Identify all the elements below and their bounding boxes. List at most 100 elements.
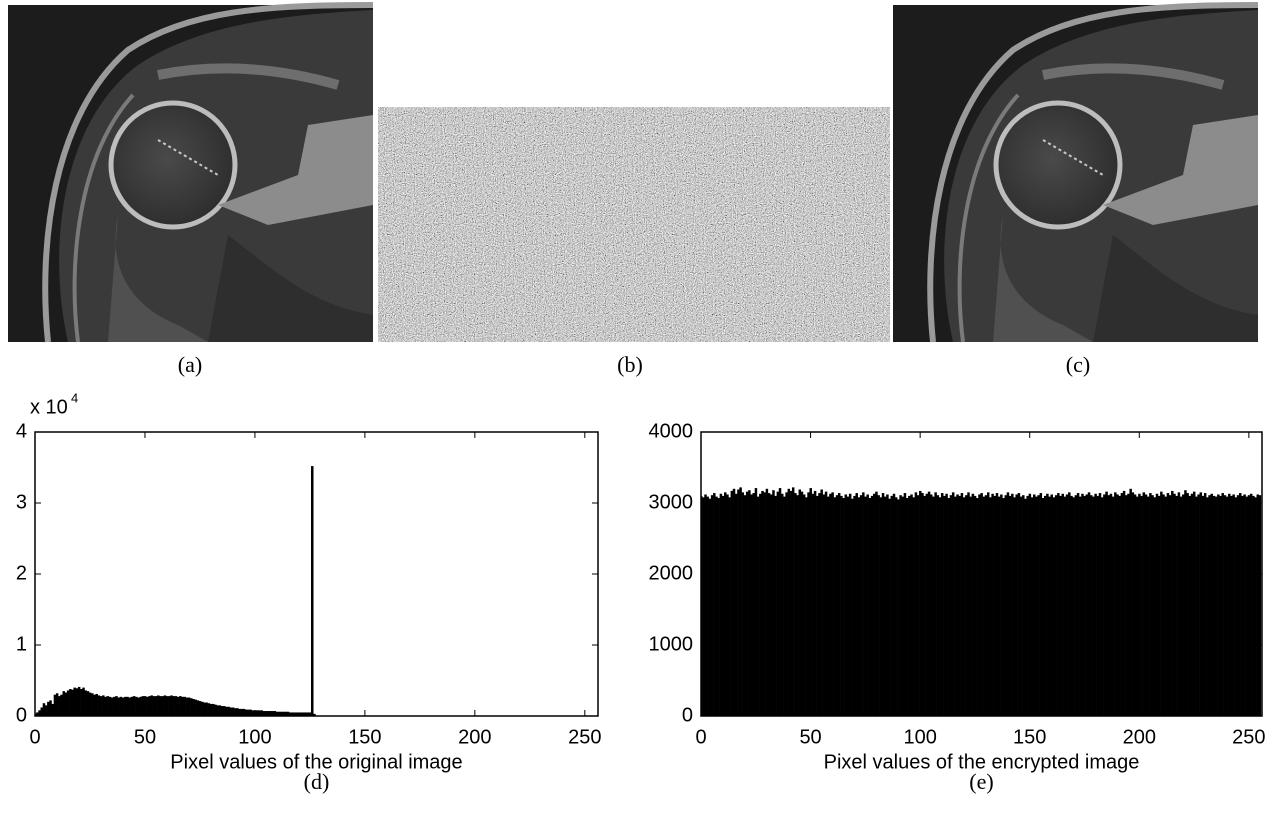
bar — [844, 494, 848, 716]
bar — [1177, 492, 1181, 716]
bar — [1241, 495, 1244, 716]
bar — [1050, 494, 1054, 716]
bar — [1006, 492, 1010, 716]
bar — [706, 496, 709, 716]
bar — [1258, 495, 1262, 716]
bar — [717, 498, 720, 716]
bar — [1184, 490, 1187, 716]
bar — [1048, 496, 1051, 716]
bar — [62, 691, 65, 716]
bar — [940, 493, 944, 716]
bar — [993, 495, 997, 716]
bar — [1059, 495, 1062, 716]
x-axis-label: Pixel values of the encrypted image — [824, 751, 1140, 773]
y-tick-label: 4 — [16, 420, 27, 442]
x-tick-label: 200 — [458, 726, 491, 748]
bar — [840, 495, 843, 716]
bar — [805, 497, 808, 716]
bar — [862, 492, 865, 716]
bar — [73, 687, 76, 716]
bar — [780, 493, 784, 716]
encrypted-image — [378, 107, 890, 342]
x-tick-label: 0 — [29, 726, 40, 748]
bar — [300, 712, 303, 716]
bar — [774, 495, 777, 716]
bar — [1149, 493, 1152, 716]
bar — [859, 495, 863, 716]
bar — [1171, 490, 1174, 716]
bar — [1070, 495, 1073, 716]
bar — [165, 696, 169, 716]
bar — [798, 489, 802, 716]
bar — [152, 696, 156, 716]
bar — [995, 493, 999, 716]
bar — [989, 497, 992, 716]
chart: 0 50 100 150 200 250 0 1000 2000 3000 4000 Pixel va… — [649, 420, 1266, 794]
bar — [1098, 493, 1102, 716]
bar — [236, 708, 239, 716]
bar — [269, 711, 272, 716]
bar — [135, 696, 138, 716]
bar — [115, 696, 118, 716]
bar — [778, 488, 782, 716]
bar — [58, 696, 61, 716]
bar — [1061, 493, 1064, 716]
bar — [1032, 494, 1036, 716]
bar — [1210, 493, 1213, 716]
bar — [719, 493, 723, 716]
bar — [1083, 495, 1086, 716]
bar — [1166, 493, 1170, 716]
bar — [139, 696, 142, 716]
bar — [976, 498, 979, 716]
bar — [857, 497, 861, 716]
bar — [827, 496, 830, 716]
bar — [1111, 496, 1115, 716]
y-tick-label: 0 — [16, 704, 27, 726]
bar — [194, 699, 197, 716]
bar — [1153, 497, 1157, 716]
y-tick-label: 3 — [16, 491, 27, 513]
panel-label: (d) — [304, 769, 330, 794]
bar — [1155, 493, 1159, 716]
bar — [49, 700, 52, 716]
bar — [1011, 493, 1014, 716]
bar — [264, 711, 268, 716]
bar — [1015, 494, 1018, 716]
bar — [890, 495, 894, 716]
bar — [949, 495, 953, 716]
bar — [1168, 495, 1172, 716]
bar — [88, 692, 92, 716]
bar — [1219, 495, 1222, 716]
bar — [1199, 492, 1203, 716]
bar — [190, 698, 193, 716]
x-tick-label: 150 — [1013, 726, 1046, 748]
bar — [848, 493, 852, 716]
bar — [971, 493, 975, 716]
bar — [121, 697, 125, 716]
bar — [710, 495, 714, 716]
bar — [1030, 497, 1034, 716]
bar — [1122, 490, 1126, 716]
bar — [1028, 493, 1032, 716]
bar — [905, 498, 909, 716]
bar — [756, 496, 760, 716]
bar — [64, 692, 68, 716]
bar — [1043, 495, 1047, 716]
bar — [108, 696, 112, 716]
bar — [1195, 496, 1198, 716]
bar — [218, 705, 222, 716]
bar — [748, 490, 751, 716]
bar — [137, 697, 140, 716]
bar — [249, 709, 252, 716]
y-multiplier: x 10 — [30, 396, 68, 418]
bar — [1228, 493, 1231, 716]
bar — [794, 493, 797, 716]
bar — [761, 490, 764, 716]
bar — [95, 693, 98, 716]
bar — [1092, 496, 1095, 716]
bar — [708, 498, 712, 716]
bar — [1118, 495, 1121, 716]
bar — [1125, 495, 1128, 716]
x-tick-label: 50 — [799, 726, 821, 748]
bar — [813, 490, 817, 716]
